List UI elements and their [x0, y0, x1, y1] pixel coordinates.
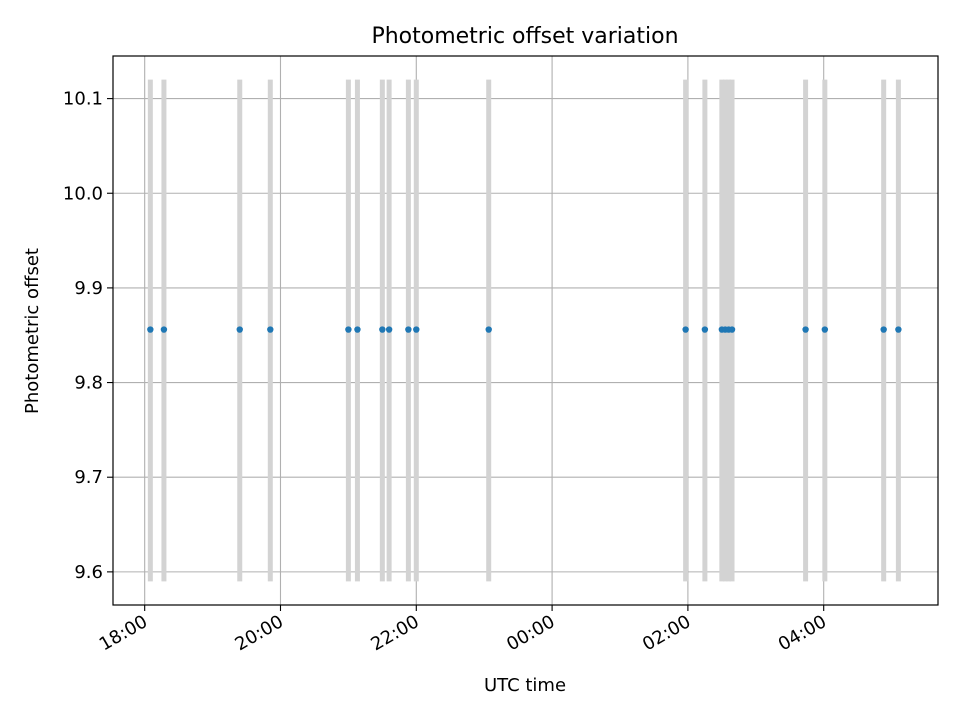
data-point — [821, 326, 829, 333]
marker-layer — [147, 326, 902, 333]
data-point — [682, 326, 689, 333]
data-point — [895, 326, 902, 333]
y-tick-label: 9.6 — [74, 562, 103, 583]
data-point — [236, 326, 243, 333]
x-axis-label: UTC time — [484, 675, 566, 696]
y-tick-label: 9.8 — [74, 373, 103, 394]
data-point — [701, 326, 709, 333]
data-point — [160, 326, 168, 333]
data-point — [413, 326, 420, 333]
data-point — [880, 326, 887, 333]
y-tick-label: 9.7 — [74, 467, 103, 488]
data-point — [405, 326, 412, 333]
chart-title: Photometric offset variation — [371, 24, 678, 49]
data-point — [345, 326, 352, 333]
data-point — [379, 326, 386, 333]
y-tick-label: 10.1 — [63, 89, 103, 110]
data-point — [728, 326, 736, 333]
data-point — [354, 326, 361, 333]
y-tick-label: 9.9 — [74, 278, 103, 299]
data-point — [147, 326, 154, 333]
data-point — [267, 326, 274, 333]
data-point — [385, 326, 393, 333]
plot-frame — [112, 55, 939, 606]
y-axis-label: Photometric offset — [22, 248, 43, 414]
y-tick-label: 10.0 — [63, 183, 103, 204]
data-point — [485, 326, 492, 333]
data-point — [802, 326, 809, 333]
